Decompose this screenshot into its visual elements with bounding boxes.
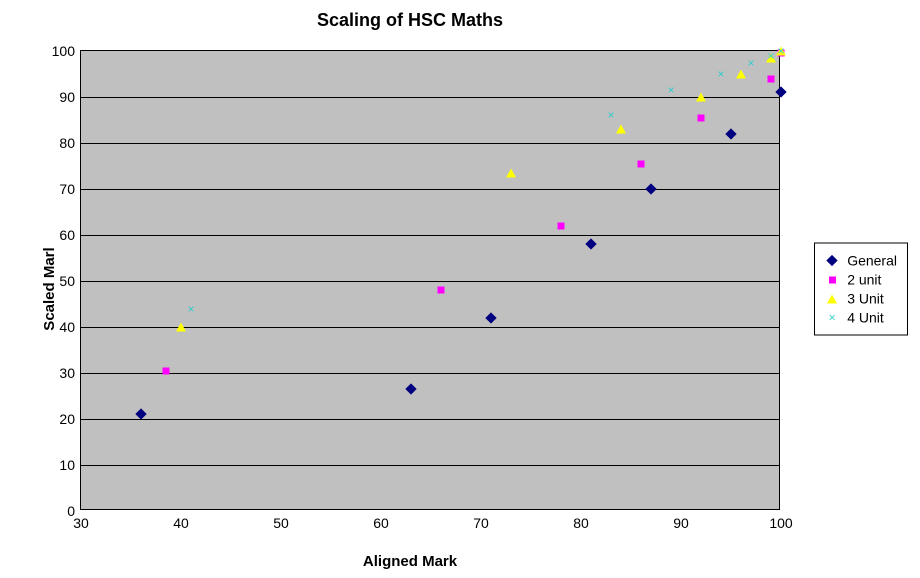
data-point — [176, 323, 186, 332]
legend-marker-icon — [825, 273, 839, 287]
x-tick-label: 100 — [769, 515, 792, 531]
gridline — [81, 419, 779, 420]
legend-marker-icon — [825, 292, 839, 306]
x-tick-label: 60 — [373, 515, 389, 531]
y-tick-label: 60 — [59, 227, 75, 243]
gridline — [81, 281, 779, 282]
x-tick-label: 70 — [473, 515, 489, 531]
legend-label: General — [847, 253, 897, 269]
x-tick-label: 90 — [673, 515, 689, 531]
y-tick-label: 80 — [59, 135, 75, 151]
x-axis-label: Aligned Mark — [0, 553, 820, 570]
legend-item: 2 unit — [825, 272, 897, 288]
data-point: × — [767, 50, 774, 62]
gridline — [81, 373, 779, 374]
data-point — [487, 314, 495, 322]
data-point — [698, 114, 705, 121]
data-point — [407, 385, 415, 393]
gridline — [81, 97, 779, 98]
gridline — [81, 189, 779, 190]
data-point — [647, 185, 655, 193]
legend-label: 4 Unit — [847, 310, 884, 326]
legend-item: 3 Unit — [825, 291, 897, 307]
y-tick-label: 40 — [59, 319, 75, 335]
data-point — [163, 367, 170, 374]
y-tick-label: 10 — [59, 457, 75, 473]
data-point: × — [747, 57, 754, 69]
data-point — [616, 125, 626, 134]
data-point — [506, 168, 516, 177]
gridline — [81, 143, 779, 144]
legend-marker-icon: × — [825, 311, 839, 325]
chart-title: Scaling of HSC Maths — [0, 10, 820, 31]
data-point: × — [667, 84, 674, 96]
plot-area: 010203040506070809010030405060708090100×… — [80, 50, 780, 510]
data-point: × — [777, 45, 784, 57]
y-tick-label: 50 — [59, 273, 75, 289]
data-point — [638, 160, 645, 167]
data-point — [777, 88, 785, 96]
data-point — [558, 222, 565, 229]
data-point: × — [607, 109, 614, 121]
data-point — [438, 287, 445, 294]
y-tick-label: 70 — [59, 181, 75, 197]
y-axis-label: Scaled Marl — [41, 247, 58, 330]
x-tick-label: 80 — [573, 515, 589, 531]
x-tick-label: 40 — [173, 515, 189, 531]
data-point — [768, 75, 775, 82]
chart-container: Scaling of HSC Maths Scaled Marl Aligned… — [0, 0, 920, 578]
gridline — [81, 235, 779, 236]
legend-label: 2 unit — [847, 272, 881, 288]
legend-label: 3 Unit — [847, 291, 884, 307]
x-tick-label: 30 — [73, 515, 89, 531]
legend: General 2 unit 3 Unit × 4 Unit — [814, 243, 908, 336]
data-point: × — [717, 68, 724, 80]
y-tick-label: 20 — [59, 411, 75, 427]
x-tick-label: 50 — [273, 515, 289, 531]
y-tick-label: 30 — [59, 365, 75, 381]
data-point: × — [187, 303, 194, 315]
legend-item: × 4 Unit — [825, 310, 897, 326]
legend-item: General — [825, 253, 897, 269]
data-point — [696, 93, 706, 102]
y-tick-label: 100 — [52, 43, 75, 59]
y-tick-label: 90 — [59, 89, 75, 105]
data-point — [736, 70, 746, 79]
gridline — [81, 465, 779, 466]
data-point — [587, 240, 595, 248]
data-point — [727, 130, 735, 138]
data-point — [137, 410, 145, 418]
legend-marker-icon — [825, 254, 839, 268]
